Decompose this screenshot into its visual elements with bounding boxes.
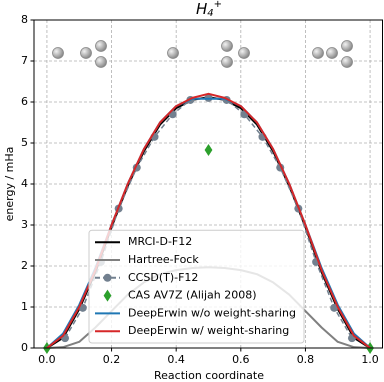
legend-label: MRCI-D-F12 <box>128 235 192 248</box>
y-tick-label: 5 <box>21 136 28 149</box>
x-tick-label: 0.4 <box>167 353 185 366</box>
y-tick-label: 0 <box>21 341 28 354</box>
plot-area: 0.0 0.2 0.4 0.6 0.8 1.0 0 1 2 3 4 5 6 7 8 <box>21 13 383 366</box>
y-tick-label: 4 <box>21 177 28 190</box>
title-subscript: 4 <box>207 8 213 19</box>
x-tick-label: 0.8 <box>297 353 315 366</box>
y-tick-label: 7 <box>21 54 28 67</box>
plot-frame <box>33 19 383 349</box>
legend-label: Hartree-Fock <box>128 253 199 266</box>
legend: MRCI-D-F12 Hartree-Fock CCSD(T)-F12 CAS AV7… <box>88 229 305 344</box>
legend-label: CAS AV7Z (Alijah 2008) <box>128 289 257 302</box>
x-tick-label: 0.0 <box>38 353 56 366</box>
legend-label: DeepErwin w/o weight-sharing <box>128 306 296 319</box>
chart-title: H4+ <box>196 0 222 19</box>
legend-label: CCSD(T)-F12 <box>128 271 198 284</box>
x-tick-label: 0.6 <box>232 353 250 366</box>
x-tick-label: 1.0 <box>361 353 379 366</box>
y-tick-label: 2 <box>21 259 28 272</box>
marker <box>204 143 213 156</box>
x-tick-label: 0.2 <box>103 353 121 366</box>
y-tick-label: 6 <box>21 95 28 108</box>
y-axis-label: energy / mHa <box>3 147 16 222</box>
legend-swatch <box>103 273 112 282</box>
title-superscript: + <box>214 0 222 10</box>
y-tick-label: 8 <box>21 13 28 26</box>
legend-swatch <box>103 289 112 302</box>
legend-label: DeepErwin w/ weight-sharing <box>128 324 289 337</box>
x-axis-label: Reaction coordinate <box>154 369 264 382</box>
y-tick-label: 1 <box>21 300 28 313</box>
title-base: H <box>196 0 207 18</box>
y-tick-label: 3 <box>21 218 28 231</box>
legend-box <box>88 229 305 344</box>
molecule-icons <box>52 40 353 68</box>
